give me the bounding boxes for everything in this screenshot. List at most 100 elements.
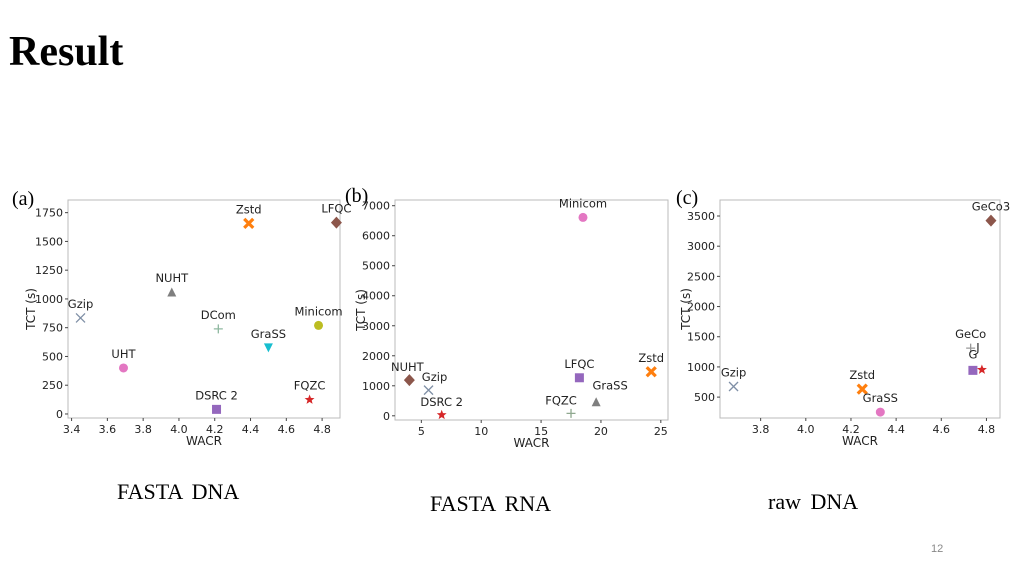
x-tick-label: 4.8 bbox=[313, 423, 331, 436]
point-fqzc bbox=[304, 394, 315, 404]
y-tick-label: 5000 bbox=[362, 260, 390, 273]
y-tick-label: 250 bbox=[42, 379, 63, 392]
y-tick-label: 1000 bbox=[35, 293, 63, 306]
point-label-fqzc: FQZC bbox=[545, 393, 577, 407]
x-axis-label: WACR bbox=[514, 436, 550, 450]
point-label-uht: UHT bbox=[111, 347, 136, 361]
panel-letter: (b) bbox=[345, 185, 368, 207]
point-label-zstd: Zstd bbox=[638, 351, 664, 365]
y-tick-label: 3500 bbox=[687, 210, 715, 223]
y-tick-label: 7000 bbox=[362, 200, 390, 213]
point-label-minicom: Minicom bbox=[559, 196, 607, 210]
point-label-gzip: Gzip bbox=[68, 297, 93, 311]
point-label-fqzc: FQZC bbox=[294, 379, 326, 393]
point-grass bbox=[263, 343, 273, 353]
x-tick-label: 15 bbox=[534, 425, 548, 438]
point-label-geco3: GeCo3 bbox=[972, 200, 1010, 214]
x-axis-label: WACR bbox=[842, 434, 878, 448]
point-geco bbox=[966, 343, 976, 353]
x-tick-label: 4.8 bbox=[978, 423, 996, 436]
point-label-lfqc: LFQC bbox=[564, 357, 594, 371]
point-lfqc bbox=[330, 216, 342, 229]
y-tick-label: 6000 bbox=[362, 230, 390, 243]
y-tick-label: 0 bbox=[56, 408, 63, 421]
chart-1: (b) 5 10 15 20 25 0 1000 2000 3000 4000 5000 6000 700… bbox=[345, 185, 669, 450]
point-label-grass: GraSS bbox=[593, 379, 628, 393]
point-fqzc bbox=[566, 408, 576, 418]
point-g bbox=[968, 365, 978, 375]
x-tick-label: 4.4 bbox=[887, 423, 905, 436]
point-label-nuht: NUHT bbox=[391, 360, 425, 374]
point-label-dsrc-2: DSRC 2 bbox=[420, 395, 463, 409]
x-tick-label: 4.6 bbox=[278, 423, 296, 436]
y-tick-label: 1500 bbox=[35, 235, 63, 248]
y-tick-label: 0 bbox=[383, 410, 390, 423]
x-tick-label: 5 bbox=[418, 425, 425, 438]
x-tick-label: 4.6 bbox=[933, 423, 951, 436]
point-label-lfqc: LFQC bbox=[321, 202, 351, 216]
point-label-dcom: DCom bbox=[201, 308, 236, 322]
x-tick-label: 4.2 bbox=[842, 423, 860, 436]
point-uht bbox=[118, 363, 128, 373]
x-axis-label: WACR bbox=[186, 434, 222, 448]
point-zstd bbox=[856, 383, 868, 395]
point-lfqc bbox=[574, 373, 584, 383]
y-tick-label: 1500 bbox=[687, 331, 715, 344]
y-axis-label: TCT (s) bbox=[24, 288, 38, 331]
point-dsrc-2 bbox=[212, 404, 222, 414]
y-tick-label: 1000 bbox=[687, 361, 715, 374]
point-label-minicom: Minicom bbox=[294, 304, 342, 318]
x-tick-label: 3.8 bbox=[752, 423, 770, 436]
point-label-geco: GeCo bbox=[955, 327, 986, 341]
y-tick-label: 1750 bbox=[35, 207, 63, 220]
x-tick-label: 4.4 bbox=[242, 423, 260, 436]
point-geco3 bbox=[985, 214, 997, 227]
x-tick-label: 10 bbox=[474, 425, 488, 438]
point-gzip bbox=[75, 312, 86, 323]
point-nuht bbox=[167, 287, 177, 297]
point-label-dsrc-2: DSRC 2 bbox=[195, 388, 238, 402]
panel-letter: (c) bbox=[676, 187, 698, 209]
y-tick-label: 3000 bbox=[687, 240, 715, 253]
x-tick-label: 3.6 bbox=[99, 423, 117, 436]
point-zstd bbox=[243, 217, 255, 229]
y-tick-label: 2000 bbox=[362, 350, 390, 363]
y-tick-label: 4000 bbox=[362, 290, 390, 303]
x-tick-label: 25 bbox=[654, 425, 668, 438]
y-tick-label: 1000 bbox=[362, 380, 390, 393]
point-label-gzip: Gzip bbox=[422, 370, 447, 384]
point-gzip bbox=[423, 385, 434, 396]
y-axis-label: TCT (s) bbox=[679, 288, 693, 331]
point-label-grass: GraSS bbox=[863, 391, 898, 405]
plot-frame bbox=[394, 199, 669, 421]
point-minicom bbox=[578, 212, 588, 222]
point-minicom bbox=[314, 320, 324, 330]
point-label-grass: GraSS bbox=[251, 327, 286, 341]
point-label-zstd: Zstd bbox=[236, 202, 262, 216]
point-label-nuht: NUHT bbox=[155, 271, 189, 285]
point-grass bbox=[875, 407, 885, 417]
chart-2: (c) 3.8 4.0 4.2 4.4 4.6 4.8 500 1000 1500 2000 2500… bbox=[676, 187, 1010, 448]
slide-title: Result bbox=[9, 29, 124, 75]
x-tick-label: 4.0 bbox=[170, 423, 188, 436]
point-dsrc-2 bbox=[436, 409, 447, 420]
y-tick-label: 3000 bbox=[362, 320, 390, 333]
x-tick-label: 4.2 bbox=[206, 423, 224, 436]
x-tick-label: 3.4 bbox=[63, 423, 81, 436]
caption-fasta-dna: FASTA DNA bbox=[117, 479, 240, 504]
point-gzip bbox=[728, 381, 739, 392]
panel-letter: (a) bbox=[12, 188, 34, 210]
y-tick-label: 2000 bbox=[687, 301, 715, 314]
x-tick-label: 20 bbox=[594, 425, 608, 438]
point-label-j: J bbox=[975, 341, 979, 355]
point-nuht bbox=[403, 374, 415, 387]
x-tick-label: 3.8 bbox=[134, 423, 152, 436]
point-label-gzip: Gzip bbox=[721, 365, 746, 379]
caption-raw-dna: raw DNA bbox=[768, 489, 859, 514]
y-tick-label: 750 bbox=[42, 322, 63, 335]
y-tick-label: 2500 bbox=[687, 270, 715, 283]
plot-frame bbox=[719, 199, 1001, 419]
page-number: 12 bbox=[931, 543, 944, 555]
point-j bbox=[977, 364, 987, 374]
